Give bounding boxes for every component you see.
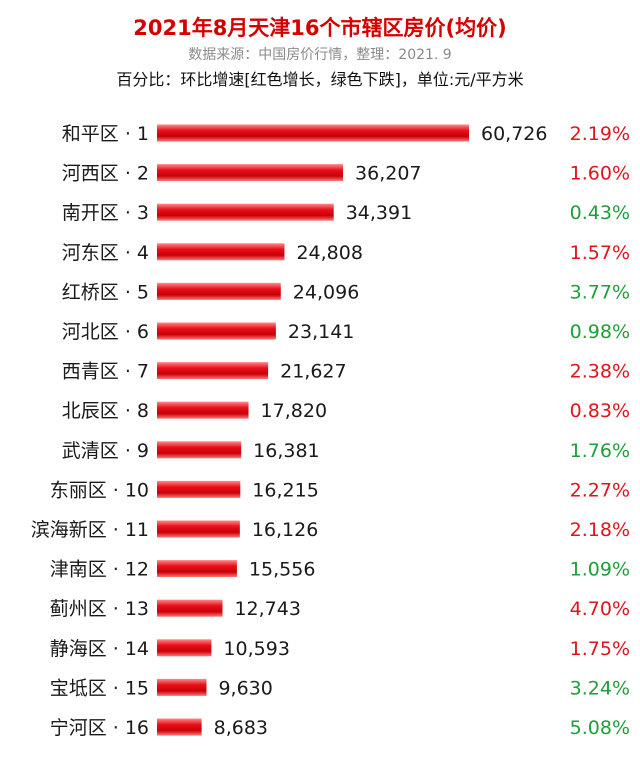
- bar: [157, 243, 285, 261]
- category-label: 北辰区 · 8: [62, 400, 149, 422]
- change-label: 2.19%: [570, 123, 630, 145]
- category-label: 河西区 · 2: [62, 163, 149, 185]
- chart-subtitle: 数据来源：中国房价行情，整理：2021. 9: [188, 47, 452, 63]
- category-label: 津南区 · 12: [50, 559, 149, 581]
- category-label: 河北区 · 6: [62, 321, 149, 343]
- category-label: 武清区 · 9: [62, 440, 149, 462]
- change-label: 1.09%: [570, 559, 630, 581]
- category-label: 东丽区 · 10: [50, 479, 149, 501]
- change-label: 3.77%: [570, 281, 630, 303]
- bar: [157, 441, 242, 459]
- bar: [157, 480, 241, 498]
- value-label: 23,141: [288, 321, 354, 343]
- value-label: 16,126: [252, 519, 318, 541]
- category-label: 静海区 · 14: [50, 638, 149, 660]
- value-label: 17,820: [261, 400, 327, 422]
- category-label: 宝坻区 · 15: [50, 677, 149, 699]
- bar: [157, 678, 207, 696]
- value-label: 10,593: [223, 638, 289, 660]
- category-label: 和平区 · 1: [62, 123, 149, 145]
- bar: [157, 322, 276, 340]
- chart-title: 2021年8月天津16个市辖区房价(均价): [133, 16, 507, 40]
- bar: [157, 599, 223, 617]
- value-label: 24,808: [296, 242, 362, 264]
- change-label: 3.24%: [570, 677, 630, 699]
- category-label: 河东区 · 4: [62, 242, 149, 264]
- category-label: 南开区 · 3: [62, 202, 149, 224]
- change-label: 1.57%: [570, 242, 630, 264]
- bar: [157, 164, 344, 182]
- bar: [157, 520, 240, 538]
- category-label: 滨海新区 · 11: [31, 519, 149, 541]
- value-label: 21,627: [280, 361, 346, 383]
- value-label: 9,630: [218, 677, 272, 699]
- change-label: 1.76%: [570, 440, 630, 462]
- value-label: 8,683: [214, 717, 268, 739]
- chart-note: 百分比：环比增速[红色增长，绿色下跌]，单位:元/平方米: [116, 70, 524, 89]
- change-label: 0.98%: [570, 321, 630, 343]
- change-label: 0.83%: [570, 400, 630, 422]
- change-label: 1.75%: [570, 638, 630, 660]
- category-label: 红桥区 · 5: [62, 281, 149, 303]
- value-label: 16,381: [253, 440, 319, 462]
- value-label: 24,096: [293, 281, 359, 303]
- bar: [157, 718, 202, 736]
- value-label: 36,207: [355, 163, 421, 185]
- change-label: 2.18%: [570, 519, 630, 541]
- value-label: 60,726: [481, 123, 547, 145]
- change-label: 2.38%: [570, 361, 630, 383]
- value-label: 15,556: [249, 559, 315, 581]
- bar: [157, 124, 469, 142]
- category-label: 蓟州区 · 13: [50, 598, 149, 620]
- value-label: 34,391: [346, 202, 412, 224]
- change-label: 2.27%: [570, 479, 630, 501]
- bar: [157, 639, 212, 657]
- bar: [157, 401, 249, 419]
- bar: [157, 203, 334, 221]
- change-label: 5.08%: [570, 717, 630, 739]
- category-label: 宁河区 · 16: [50, 717, 149, 739]
- change-label: 0.43%: [570, 202, 630, 224]
- change-label: 1.60%: [570, 163, 630, 185]
- bar: [157, 282, 281, 300]
- value-label: 12,743: [234, 598, 300, 620]
- category-label: 西青区 · 7: [62, 361, 149, 383]
- value-label: 16,215: [252, 479, 318, 501]
- bar: [157, 362, 269, 380]
- change-label: 4.70%: [570, 598, 630, 620]
- bar: [157, 560, 237, 578]
